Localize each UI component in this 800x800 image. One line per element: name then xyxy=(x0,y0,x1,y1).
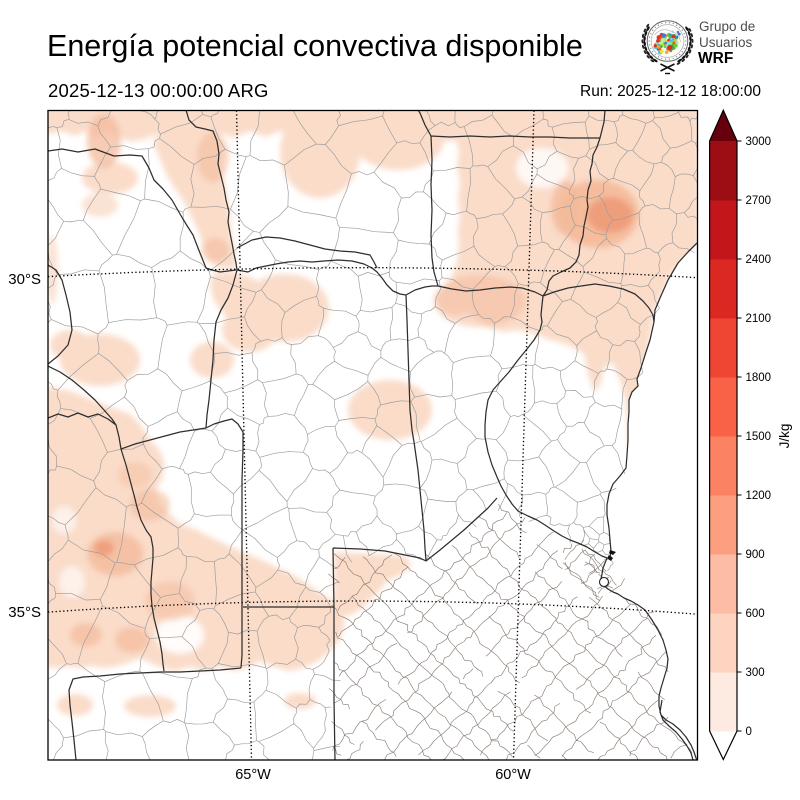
svg-text:J/kg: J/kg xyxy=(777,424,792,449)
svg-text:1200: 1200 xyxy=(746,490,772,502)
svg-text:60°W: 60°W xyxy=(495,767,531,783)
svg-text:Usuarios: Usuarios xyxy=(699,35,753,50)
svg-text:2700: 2700 xyxy=(746,195,772,207)
svg-text:300: 300 xyxy=(746,667,765,679)
svg-text:2025-12-13 00:00:00 ARG: 2025-12-13 00:00:00 ARG xyxy=(48,80,269,101)
svg-text:600: 600 xyxy=(746,608,765,620)
svg-text:Grupo de: Grupo de xyxy=(699,19,755,34)
svg-text:Energía potencial convectiva d: Energía potencial convectiva disponible xyxy=(47,29,583,63)
svg-text:65°W: 65°W xyxy=(235,767,271,783)
svg-text:30°S: 30°S xyxy=(8,271,41,288)
svg-text:2100: 2100 xyxy=(746,313,772,325)
svg-text:900: 900 xyxy=(746,549,765,561)
svg-text:1800: 1800 xyxy=(746,372,772,384)
svg-text:2400: 2400 xyxy=(746,254,772,266)
svg-text:35°S: 35°S xyxy=(8,604,41,621)
svg-text:1500: 1500 xyxy=(746,431,772,443)
svg-text:3000: 3000 xyxy=(746,136,772,148)
svg-text:Run: 2025-12-12 18:00:00: Run: 2025-12-12 18:00:00 xyxy=(580,83,761,100)
svg-text:WRF: WRF xyxy=(698,50,733,67)
svg-text:0: 0 xyxy=(746,726,752,738)
